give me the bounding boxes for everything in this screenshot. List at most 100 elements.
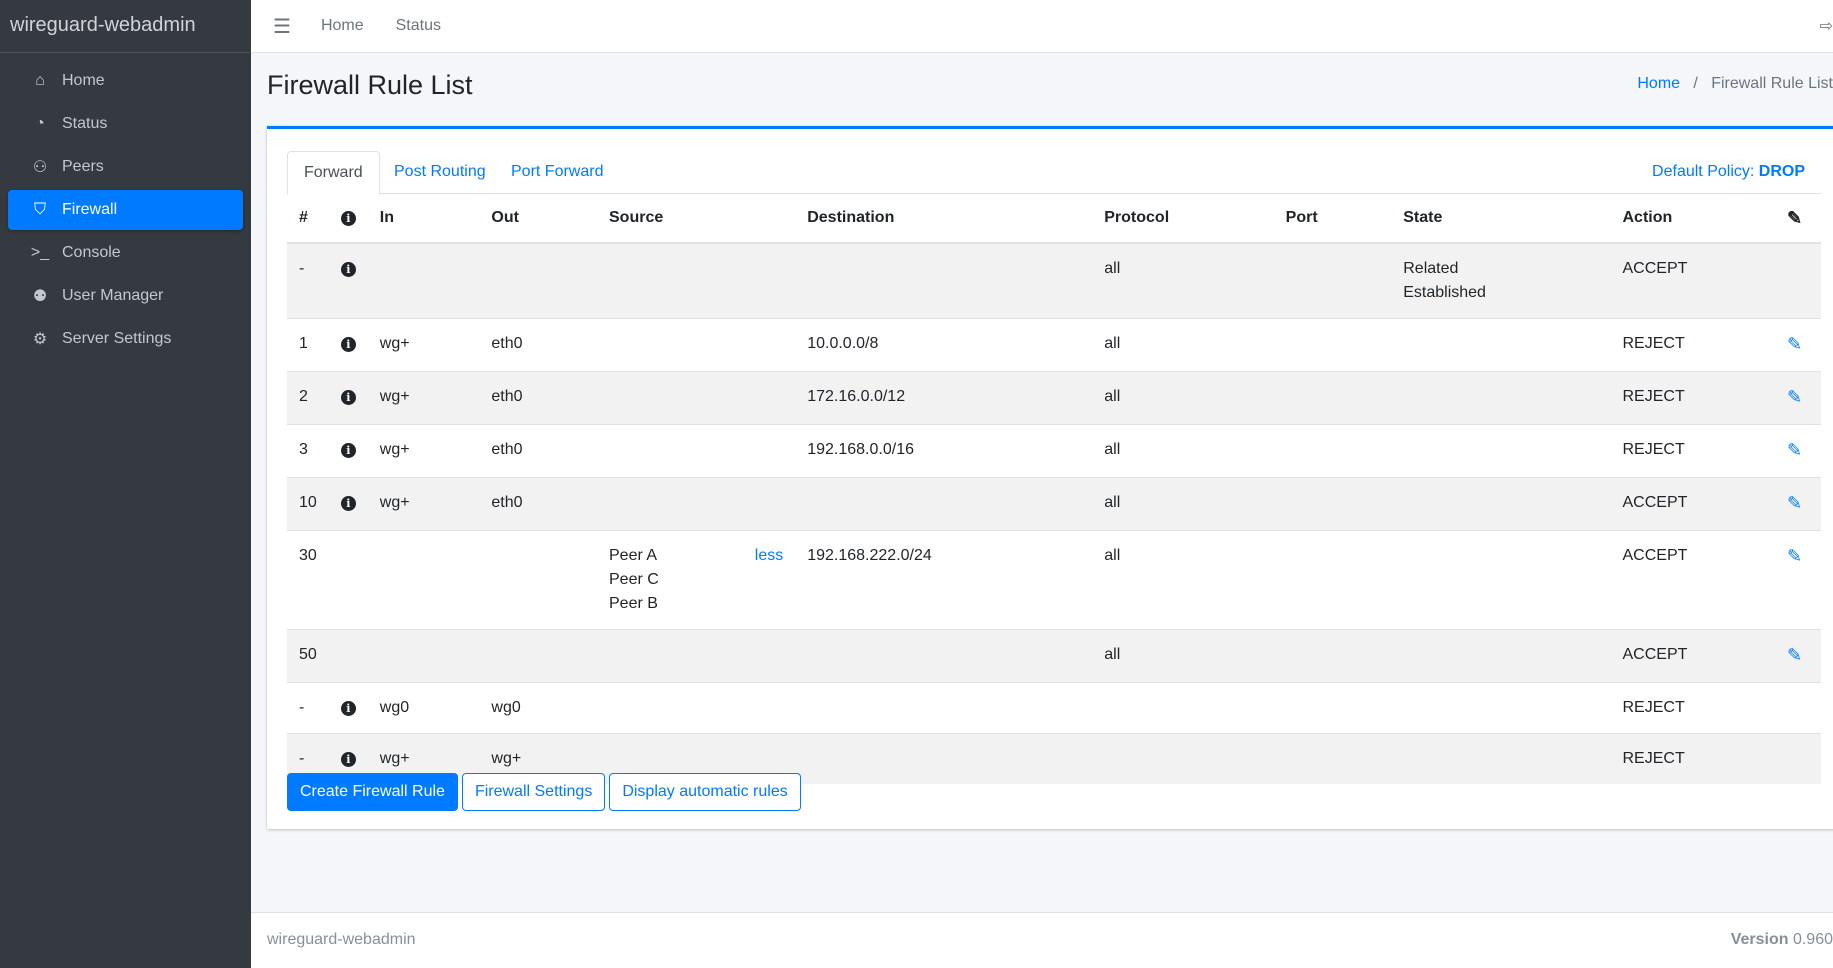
tab-port-forward[interactable]: Port Forward: [511, 163, 604, 180]
rule-number: 3: [287, 424, 329, 478]
action: ACCEPT: [1610, 243, 1775, 319]
destination: [795, 629, 1093, 683]
state: Related Established: [1391, 243, 1611, 319]
shield-icon: ⛉: [33, 201, 46, 218]
edit-cell: [1775, 733, 1821, 784]
sidebar-item-label: Server Settings: [62, 330, 172, 347]
button-group: Create Firewall Rule Firewall Settings D…: [287, 773, 801, 811]
destination: [795, 682, 1093, 734]
sidebar-item-label: Status: [62, 115, 108, 132]
edit-icon[interactable]: ✎: [1787, 493, 1803, 513]
in-interface: wg+: [367, 424, 480, 478]
sidebar-item-console[interactable]: >_ Console: [8, 233, 243, 273]
action: REJECT: [1610, 682, 1775, 734]
firewall-rule-table: # i In Out Source Destination Protocol P…: [287, 194, 1821, 784]
info-cell: i: [328, 424, 368, 478]
protocol: all: [1092, 318, 1274, 372]
state-value: Established: [1403, 284, 1486, 301]
sidebar-item-label: User Manager: [62, 287, 164, 304]
info-icon[interactable]: i: [340, 262, 356, 277]
users-cog-icon: ⚇: [32, 159, 48, 176]
edit-icon[interactable]: ✎: [1787, 387, 1803, 407]
action: ACCEPT: [1610, 530, 1775, 630]
info-icon[interactable]: i: [340, 337, 356, 352]
table-row: 50 all ACCEPT ✎: [287, 629, 1821, 683]
edit-icon[interactable]: ✎: [1787, 440, 1803, 460]
sidebar-item-label: Firewall: [62, 201, 118, 218]
logout-icon[interactable]: ⇨: [1819, 18, 1833, 35]
hamburger-menu-icon[interactable]: ☰: [273, 15, 291, 38]
rule-number: -: [287, 682, 329, 734]
top-navbar: ☰ Home Status ⇨: [251, 0, 1833, 53]
breadcrumb-current: Firewall Rule List: [1711, 75, 1833, 92]
footer-brand[interactable]: wireguard-webadmin: [267, 931, 416, 948]
in-interface: wg+: [367, 477, 480, 531]
breadcrumb-home[interactable]: Home: [1637, 75, 1681, 92]
info-cell: i: [328, 477, 368, 531]
create-firewall-rule-button[interactable]: Create Firewall Rule: [287, 773, 458, 811]
edit-cell: ✎: [1775, 318, 1821, 372]
edit-icon[interactable]: ✎: [1787, 645, 1803, 665]
action: ACCEPT: [1610, 629, 1775, 683]
tab-post-routing[interactable]: Post Routing: [394, 163, 486, 180]
brand[interactable]: wireguard-webadmin: [0, 0, 251, 53]
sidebar-item-firewall[interactable]: ⛉ Firewall: [8, 190, 243, 230]
info-icon[interactable]: i: [340, 496, 356, 511]
info-cell: i: [328, 682, 368, 734]
info-icon[interactable]: i: [340, 390, 356, 405]
info-cell: i: [328, 318, 368, 372]
port: [1273, 530, 1392, 630]
header-source: Source: [597, 194, 796, 244]
firewall-settings-button[interactable]: Firewall Settings: [461, 773, 606, 811]
rule-number: 2: [287, 371, 329, 425]
info-icon[interactable]: i: [340, 443, 356, 458]
tab-forward[interactable]: Forward: [287, 151, 380, 195]
sidebar-item-peers[interactable]: ⚇ Peers: [8, 147, 243, 187]
edit-icon[interactable]: ✎: [1787, 334, 1803, 354]
home-icon: ⌂: [35, 72, 45, 89]
state-value: Related: [1403, 260, 1459, 277]
port: [1273, 371, 1392, 425]
tachometer-icon: ◔: [35, 115, 45, 132]
cogs-icon: ⚙: [32, 331, 48, 348]
topbar-link-status[interactable]: Status: [395, 17, 441, 34]
less-link[interactable]: less: [754, 547, 784, 564]
protocol: [1092, 682, 1274, 734]
info-icon[interactable]: i: [340, 752, 356, 767]
edit-icon[interactable]: ✎: [1787, 207, 1803, 228]
header-number: #: [287, 194, 329, 244]
users-icon: ⚉: [32, 288, 48, 305]
sidebar-nav: ⌂ Home ◔ Status ⚇ Peers ⛉ Firewall >_ Console ⚉ Use…: [0, 53, 251, 370]
edit-icon[interactable]: ✎: [1787, 546, 1803, 566]
port: [1273, 243, 1392, 319]
out-interface: wg0: [479, 682, 597, 734]
port: [1273, 318, 1392, 372]
header-state: State: [1391, 194, 1611, 244]
source: less Peer A Peer C Peer B: [597, 530, 796, 630]
info-icon[interactable]: i: [340, 701, 356, 716]
table-row: 1 i wg+ eth0 10.0.0.0/8 all REJECT ✎: [287, 318, 1821, 372]
display-automatic-rules-button[interactable]: Display automatic rules: [609, 773, 801, 811]
rule-number: 50: [287, 629, 329, 683]
in-interface: wg0: [367, 682, 480, 734]
sidebar-item-user-manager[interactable]: ⚉ User Manager: [8, 276, 243, 316]
terminal-icon: >_: [30, 244, 50, 261]
default-policy[interactable]: Default Policy: DROP: [1652, 163, 1805, 181]
sidebar-item-status[interactable]: ◔ Status: [8, 104, 243, 144]
source: [597, 477, 796, 531]
out-interface: eth0: [479, 318, 597, 372]
table-row: - i all Related Established ACCEPT: [287, 243, 1821, 319]
topbar-link-home[interactable]: Home: [320, 17, 364, 34]
info-icon: i: [340, 211, 356, 226]
source: [597, 629, 796, 683]
port: [1273, 424, 1392, 478]
state: [1391, 477, 1611, 531]
sidebar-item-home[interactable]: ⌂ Home: [8, 61, 243, 101]
in-interface: [367, 243, 480, 319]
source: [597, 243, 796, 319]
state: [1391, 371, 1611, 425]
table-row: 10 i wg+ eth0 all ACCEPT ✎: [287, 477, 1821, 531]
destination: 10.0.0.0/8: [795, 318, 1093, 372]
sidebar-item-server-settings[interactable]: ⚙ Server Settings: [8, 319, 243, 359]
destination: [795, 477, 1093, 531]
